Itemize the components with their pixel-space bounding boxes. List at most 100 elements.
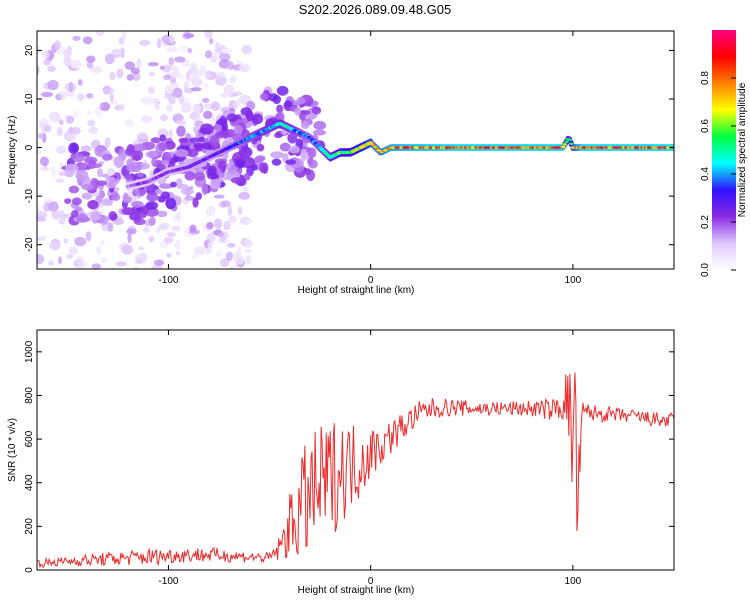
spectrogram-noise-blob: [217, 232, 225, 238]
spectrogram-noise-blob: [72, 110, 79, 119]
spectrogram-noise-blob: [175, 250, 181, 256]
spectrogram-band-blob: [176, 125, 186, 137]
spectrogram-noise-blob: [126, 228, 137, 235]
y-tick-label: 400: [24, 474, 35, 491]
spectrogram-noise-blob: [63, 238, 68, 245]
x-tick-label: 100: [565, 576, 582, 587]
spectrogram-x-label: Height of straight line (km): [298, 285, 415, 296]
spectrogram-band-blob: [77, 216, 91, 223]
spectrogram-noise-blob: [166, 232, 176, 238]
spectrogram-band-blob: [299, 109, 311, 116]
spectrogram-band-blob: [301, 121, 310, 130]
spectrogram-band-blob: [90, 210, 102, 221]
spectrogram-noise-blob: [90, 66, 103, 73]
spectrogram-band-blob: [245, 110, 254, 122]
spectrogram-band-blob: [184, 171, 196, 181]
spectrogram-noise-blob: [174, 239, 181, 250]
spectrogram-noise-blob: [204, 31, 213, 39]
x-tick-label: -100: [158, 275, 178, 286]
spectrogram-band-blob: [256, 143, 265, 152]
spectrogram-noise-blob: [207, 241, 213, 251]
spectrogram-noise-blob: [41, 50, 50, 59]
spectrogram-noise-blob: [206, 205, 216, 215]
spectrogram-ridge-core: [564, 140, 569, 143]
spectrogram-band-blob: [209, 134, 220, 147]
y-tick-label: 20: [24, 44, 35, 56]
spectrogram-noise-blob: [163, 237, 174, 244]
spectrogram-noise-blob: [80, 145, 92, 153]
spectrogram-noise-blob: [203, 110, 213, 120]
spectrogram-ridge-core: [560, 145, 566, 149]
spectrogram-noise-blob: [63, 49, 73, 57]
snr-x-ticks: -100 0 100: [158, 330, 582, 587]
spectrogram-data: [37, 31, 674, 269]
spectrogram-band-blob: [243, 172, 251, 181]
spectrogram-band-blob: [284, 100, 293, 108]
spectrogram-band-blob: [199, 123, 214, 135]
spectrogram-noise-blob: [58, 210, 65, 219]
spectrogram-noise-blob: [214, 41, 220, 52]
spectrogram-noise-blob: [174, 56, 186, 63]
spectrogram-noise-blob: [43, 58, 52, 66]
spectrogram-noise-blob: [149, 71, 155, 77]
snr-x-label: Height of straight line (km): [298, 585, 415, 596]
spectrogram-band-blob: [134, 210, 148, 219]
spectrogram-noise-blob: [88, 126, 98, 135]
spectrogram-band-blob: [273, 133, 283, 139]
spectrogram-noise-blob: [103, 87, 115, 93]
spectrogram-noise-blob: [154, 259, 165, 266]
spectrogram-noise-blob: [180, 102, 192, 113]
spectrogram-noise-blob: [215, 75, 227, 86]
spectrogram-noise-blob: [37, 254, 45, 265]
spectrogram-band-blob: [79, 163, 88, 169]
spectrogram-band-blob: [308, 159, 318, 169]
snr-frame: [36, 329, 675, 571]
spectrogram-noise-blob: [230, 264, 239, 269]
spectrogram-noise-blob: [70, 59, 82, 69]
spectrogram-noise-blob: [143, 226, 150, 233]
spectrogram-noise-blob: [121, 31, 127, 40]
spectrogram-band-blob: [104, 176, 118, 189]
spectrogram-noise-blob: [205, 70, 212, 81]
spectrogram-band-blob: [217, 160, 227, 170]
spectrogram-noise-blob: [166, 252, 172, 258]
spectrogram-noise-blob: [159, 222, 170, 231]
spectrogram-band-blob: [186, 148, 199, 158]
spectrogram-band-blob: [261, 162, 269, 174]
spectrogram-noise-blob: [190, 62, 198, 71]
spectrogram-noise-blob: [48, 260, 55, 266]
spectrogram-band-blob: [158, 183, 173, 189]
spectrogram-noise-blob: [109, 92, 114, 103]
spectrogram-band-blob: [207, 172, 219, 180]
spectrogram-band-blob: [233, 124, 243, 136]
spectrogram-band-blob: [285, 159, 297, 165]
spectrogram-band-blob: [230, 177, 242, 184]
spectrogram-noise-blob: [164, 83, 175, 95]
spectrogram-noise-blob: [51, 210, 61, 220]
spectrogram-noise-blob: [77, 78, 83, 86]
spectrogram-noise-blob: [155, 227, 161, 234]
spectrogram-noise-blob: [80, 260, 88, 269]
y-tick-label: 800: [24, 387, 35, 404]
spectrogram-noise-blob: [194, 120, 204, 127]
spectrogram-noise-blob: [109, 71, 116, 81]
spectrogram-noise-blob: [178, 45, 190, 53]
spectrogram-noise-blob: [229, 76, 237, 84]
spectrogram-noise-blob: [210, 114, 216, 126]
spectrogram-frame: [36, 30, 675, 270]
spectrogram-noise-blob: [124, 61, 135, 70]
spectrogram-band-blob: [151, 156, 158, 168]
spectrogram-band-blob: [70, 210, 79, 218]
spectrogram-noise-blob: [183, 81, 190, 90]
spectrogram-band-blob: [150, 137, 161, 144]
spectrogram-noise-blob: [66, 254, 74, 259]
spectrogram-noise-blob: [47, 201, 59, 212]
spectrogram-noise-blob: [172, 81, 180, 89]
spectrogram-band-blob: [259, 92, 269, 101]
spectrogram-noise-blob: [168, 57, 175, 66]
spectrogram-noise-blob: [55, 178, 65, 183]
spectrogram-band-blob: [71, 197, 82, 206]
spectrogram-noise-blob: [203, 83, 209, 89]
colorbar-tick-label: 0.2: [700, 215, 711, 229]
